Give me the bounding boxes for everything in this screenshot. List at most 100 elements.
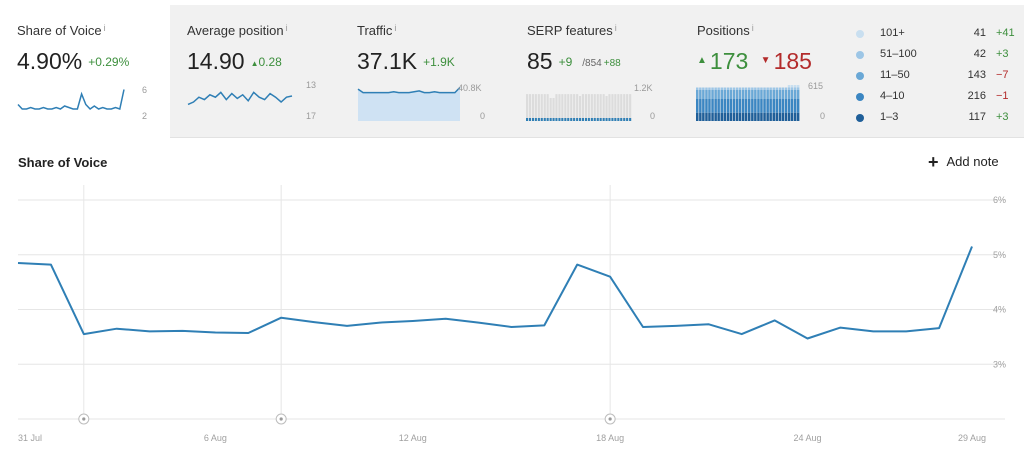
data-point[interactable] [475, 319, 483, 327]
serp-bar-owned [581, 118, 584, 121]
legend-item[interactable]: 11–50 143 −7 [856, 69, 1016, 90]
positions-bar-segment [744, 112, 748, 121]
serp-bar-owned [576, 118, 579, 121]
data-point[interactable] [343, 322, 351, 330]
positions-bar-segment [723, 99, 726, 113]
add-note-button[interactable]: + Add note [928, 152, 999, 173]
y-tick-label: 4% [993, 305, 1006, 315]
info-icon[interactable]: i [614, 23, 617, 33]
data-point[interactable] [771, 316, 779, 324]
serp-bar-owned [629, 118, 632, 121]
positions-bar-segment [775, 112, 778, 121]
serp-bar-owned [531, 118, 534, 121]
info-icon[interactable]: i [285, 23, 288, 33]
axis-max: 6 [142, 85, 148, 95]
positions-bar-segment [702, 90, 705, 99]
positions-bar-segment [741, 99, 745, 113]
data-point[interactable] [672, 322, 680, 330]
data-point[interactable] [211, 329, 219, 337]
legend-item[interactable]: 4–10 216 −1 [856, 90, 1016, 111]
card-title: Share of Voice i [17, 23, 106, 38]
data-point[interactable] [244, 329, 252, 337]
data-point[interactable] [310, 318, 318, 326]
info-icon[interactable]: i [394, 23, 397, 33]
data-point[interactable] [14, 259, 22, 267]
data-point[interactable] [738, 330, 746, 338]
axis-min: 2 [142, 111, 148, 121]
x-tick-label: 29 Aug [958, 433, 986, 443]
positions-bar-segment [741, 87, 745, 90]
card-serp-features[interactable]: SERP features i 85 +9/854 +88 1.2K 0 [510, 5, 680, 138]
data-point[interactable] [47, 261, 55, 269]
share-of-voice-chart[interactable]: 6% 5% 4% 3% 31 Jul 6 Aug 12 Aug 18 Aug 24 Aug 29 … [0, 185, 1024, 449]
legend-count: 42 [973, 48, 986, 60]
serp-bar [546, 94, 549, 121]
positions-bar-segment [763, 90, 766, 99]
data-point[interactable] [179, 327, 187, 335]
positions-bar-segment [796, 87, 800, 90]
sparkline-path [187, 91, 293, 106]
serp-bar [614, 94, 617, 121]
data-point[interactable] [705, 320, 713, 328]
plus-icon: + [928, 152, 939, 172]
serp-bar-owned [605, 118, 608, 121]
positions-bar-segment [778, 87, 782, 90]
serp-bar [579, 96, 582, 121]
positions-bar-segment [738, 87, 742, 90]
positions-bar-segment [711, 99, 714, 113]
data-point[interactable] [113, 325, 121, 333]
positions-bar-segment [766, 99, 769, 113]
data-point[interactable] [639, 323, 647, 331]
positions-bar-segment [766, 112, 769, 121]
positions-bar-segment [790, 90, 794, 99]
info-icon[interactable]: i [103, 23, 106, 33]
data-point[interactable] [606, 273, 614, 281]
info-icon[interactable]: i [751, 23, 754, 33]
positions-bar-segment [793, 87, 797, 90]
data-point[interactable] [409, 317, 417, 325]
data-point[interactable] [902, 327, 910, 335]
data-point[interactable] [442, 315, 450, 323]
card-share-of-voice[interactable]: Share of Voice i 4.90% +0.29% 6 2 [0, 5, 170, 138]
data-point[interactable] [146, 327, 154, 335]
card-traffic[interactable]: Traffic i 37.1K +1.9K 40.8K 0 [340, 5, 510, 138]
card-title: SERP features i [527, 23, 617, 38]
legend-item[interactable]: 101+ 41 +41 [856, 27, 1016, 48]
positions-bar-segment [751, 87, 754, 90]
positions-bar-segment [796, 85, 800, 88]
serp-bar-owned [555, 118, 558, 121]
data-point[interactable] [376, 319, 384, 327]
data-point[interactable] [573, 261, 581, 269]
positions-bar-segment [748, 87, 751, 90]
positions-bar-segment [781, 87, 785, 90]
legend-count: 143 [967, 69, 986, 81]
data-point[interactable] [80, 330, 88, 338]
positions-bar-segment [696, 87, 699, 90]
card-value: 85 +9/854 +88 [527, 48, 621, 74]
annotation-marker-dot [279, 417, 283, 421]
data-point[interactable] [836, 324, 844, 332]
positions-bar-segment [769, 112, 772, 121]
legend-item[interactable]: 1–3 117 +3 [856, 111, 1016, 132]
serp-bar-owned [602, 118, 605, 121]
up-arrow-icon: ▲ [697, 55, 707, 66]
data-point[interactable] [277, 314, 285, 322]
card-positions[interactable]: Positions i ▲ 173 ▼ 185 615 0 [680, 5, 850, 138]
data-point[interactable] [507, 323, 515, 331]
serp-bar [526, 94, 529, 121]
positions-bar-segment [717, 90, 720, 99]
card-average-position[interactable]: Average position i 14.90 ▲0.28 13 17 [170, 5, 340, 138]
data-point[interactable] [804, 335, 812, 343]
serp-bar-owned [614, 118, 617, 121]
legend-item[interactable]: 51–100 42 +3 [856, 48, 1016, 69]
positions-bar-segment [769, 99, 772, 113]
data-point[interactable] [869, 327, 877, 335]
serp-bar [555, 94, 558, 121]
positions-bar-segment [726, 87, 730, 90]
data-point[interactable] [935, 324, 943, 332]
legend-name: 4–10 [880, 90, 905, 102]
data-point[interactable] [968, 243, 976, 251]
legend-dot-icon [856, 72, 864, 80]
positions-bar-segment [781, 90, 785, 99]
data-point[interactable] [540, 321, 548, 329]
